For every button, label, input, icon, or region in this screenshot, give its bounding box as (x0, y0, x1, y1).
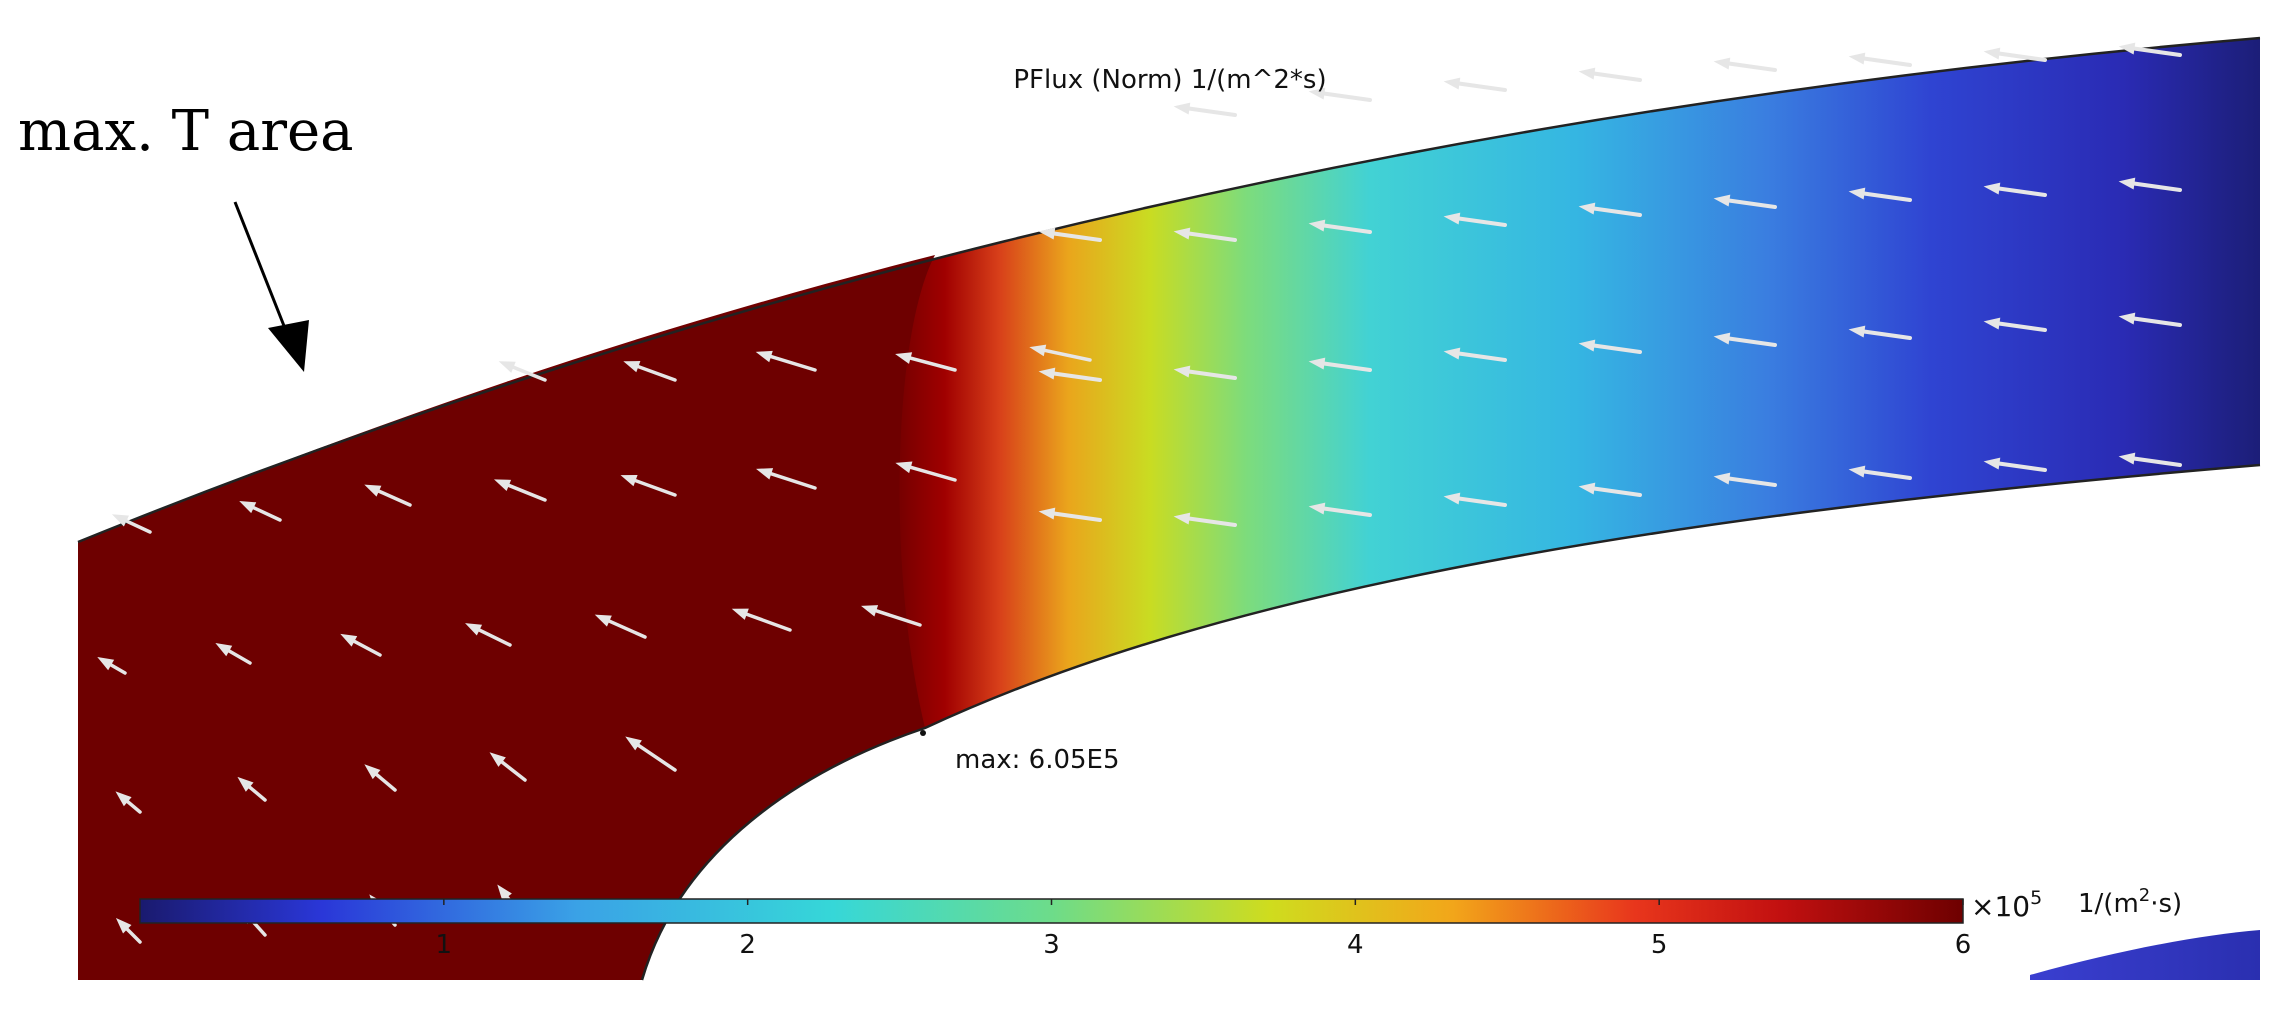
flux-arrow (1713, 472, 1777, 487)
flux-arrow (364, 764, 397, 792)
lower-domain-corner (2030, 930, 2260, 980)
flux-arrows (97, 42, 2182, 944)
flux-arrow (1983, 317, 2047, 332)
flux-arrow (97, 657, 127, 675)
colorbar-tick-label: 6 (1955, 930, 1972, 960)
colorbar: 1 2 3 4 5 6 ×105 1/(m2·s) (139, 885, 2182, 960)
flux-arrow (1173, 512, 1237, 527)
flux-arrow (1308, 357, 1372, 372)
flux-arrow (115, 917, 142, 944)
flux-arrow (755, 350, 817, 372)
flux-arrow (731, 608, 792, 632)
max-marker (920, 730, 926, 736)
flux-arrow (1173, 102, 1237, 117)
flux-arrow (1038, 227, 1102, 242)
flux-arrow (594, 614, 647, 639)
annotation-label: max. T area (18, 99, 354, 164)
flux-arrow (1308, 87, 1372, 102)
flux-arrow (1029, 344, 1092, 362)
flux-arrow (623, 361, 677, 382)
flux-arrow (1848, 325, 1912, 340)
flux-arrow (1983, 182, 2047, 197)
flux-arrow (1983, 47, 2047, 62)
flux-arrow (2118, 42, 2182, 57)
flux-arrow (1443, 212, 1507, 227)
flux-arrow (489, 752, 527, 782)
flux-arrow (111, 514, 152, 534)
flux-arrow (340, 633, 382, 657)
flux-arrow (1308, 502, 1372, 517)
flux-arrow (1038, 507, 1102, 522)
colorbar-tick-label: 2 (739, 930, 756, 960)
flux-arrow (1713, 194, 1777, 209)
colorbar-tick-label: 4 (1347, 930, 1364, 960)
max-region (78, 255, 935, 980)
flux-arrow (215, 643, 252, 665)
flux-arrow (895, 352, 957, 372)
flux-arrow (465, 623, 512, 647)
flux-arrow (895, 461, 957, 482)
flux-arrow (239, 500, 282, 522)
flux-arrow (1038, 367, 1102, 382)
flux-arrow (115, 791, 142, 814)
flux-arrow (756, 468, 817, 490)
flux-arrow (620, 474, 677, 497)
flux-arrow (494, 479, 547, 502)
flux-arrow (364, 484, 412, 507)
flux-arrow (861, 605, 922, 627)
annotation-arrow (233, 201, 309, 372)
flux-arrow (498, 361, 547, 382)
flux-arrow (1173, 227, 1237, 242)
flux-arrow (1443, 77, 1507, 92)
colorbar-tick-label: 1 (436, 930, 453, 960)
colorbar-unit: 1/(m2·s) (2078, 885, 2182, 919)
flux-arrow (1308, 219, 1372, 234)
flux-arrow (1578, 339, 1642, 354)
flux-arrow (2118, 312, 2182, 327)
flux-arrow (1848, 465, 1912, 480)
flux-arrow (1848, 187, 1912, 202)
flux-arrow (1443, 347, 1507, 362)
flux-arrow (237, 776, 267, 802)
flux-arrow (1578, 482, 1642, 497)
flux-arrow (1578, 67, 1642, 82)
colorbar-tick-label: 5 (1651, 930, 1668, 960)
flux-arrow (2118, 177, 2182, 192)
max-label: max: 6.05E5 (955, 745, 1120, 775)
flux-arrow (1848, 52, 1912, 67)
colorbar-tick-label: 3 (1043, 930, 1060, 960)
flux-arrow (1443, 492, 1507, 507)
flux-arrow (1578, 202, 1642, 217)
colorbar-multiplier: ×105 (1971, 887, 2042, 923)
upper-boundary (77, 36, 2261, 544)
flux-arrow (1983, 457, 2047, 472)
flux-arrow (2118, 452, 2182, 467)
flux-arrow (1713, 57, 1777, 72)
lower-boundary (640, 463, 2261, 981)
flux-arrow (1713, 332, 1777, 347)
plot-title: PFlux (Norm) 1/(m^2*s) (1013, 65, 1326, 95)
flux-arrow (625, 736, 677, 772)
flux-arrow (1173, 365, 1237, 380)
